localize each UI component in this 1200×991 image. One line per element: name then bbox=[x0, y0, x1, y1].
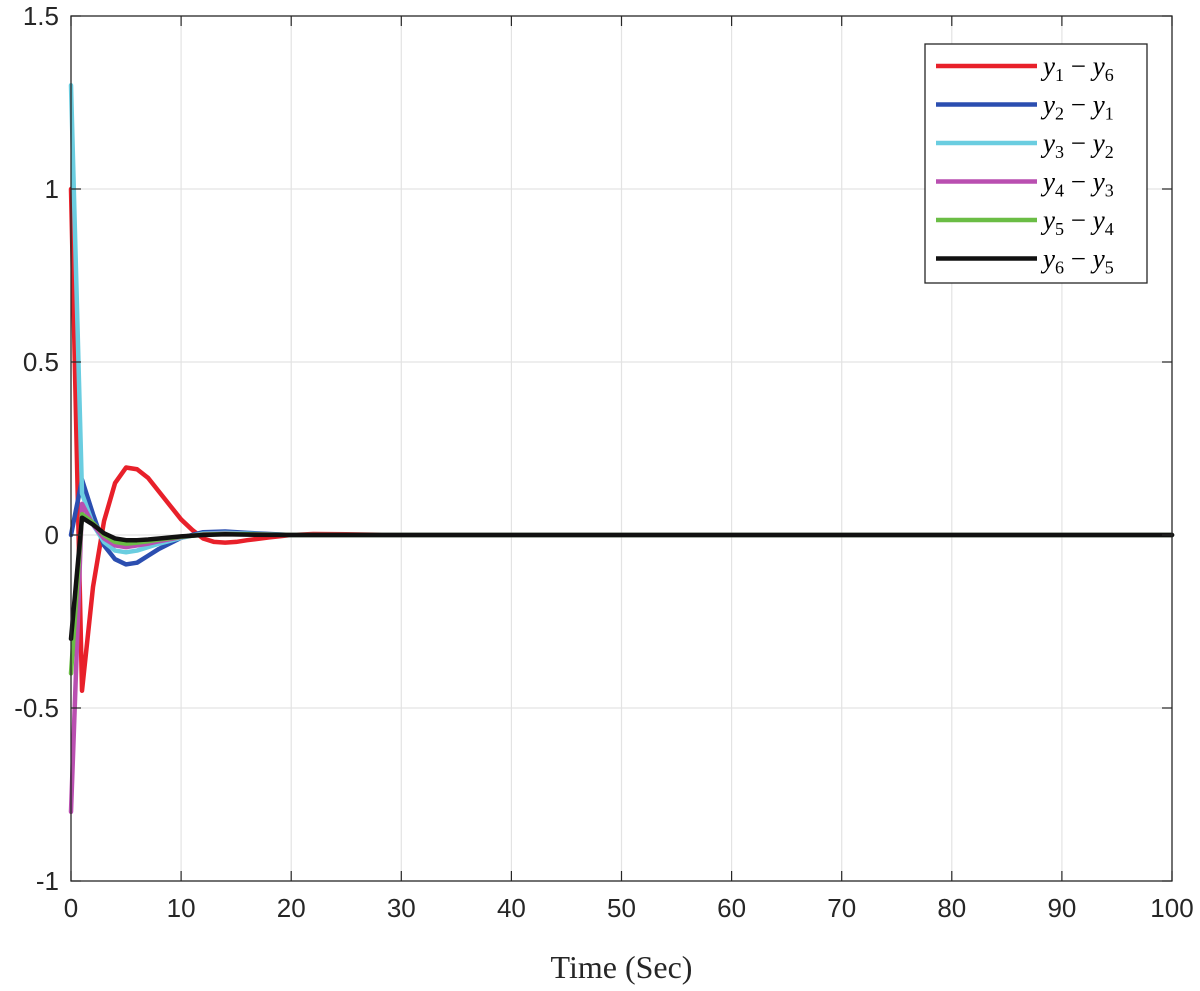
x-tick-label: 100 bbox=[1150, 893, 1193, 923]
axis-ticks bbox=[70, 15, 1173, 882]
x-tick-label: 90 bbox=[1047, 893, 1076, 923]
x-tick-label: 70 bbox=[827, 893, 856, 923]
x-tick-label: 60 bbox=[717, 893, 746, 923]
legend-label-3: y3 − y2 bbox=[1040, 128, 1114, 162]
legend-label-4: y4 − y3 bbox=[1040, 167, 1114, 201]
legend-label-1: y1 − y6 bbox=[1040, 51, 1114, 85]
x-tick-label: 20 bbox=[277, 893, 306, 923]
legend: y1 − y6 y2 − y1 y3 − y2 y4 − y3 y5 − y4 y6 − … bbox=[924, 43, 1148, 284]
y-tick-label: -1 bbox=[36, 866, 59, 896]
series-lines bbox=[68, 82, 1175, 815]
x-tick-label: 30 bbox=[387, 893, 416, 923]
legend-label-6: y6 − y5 bbox=[1040, 244, 1114, 278]
legend-box bbox=[924, 43, 1148, 284]
y-tick-label: 0 bbox=[45, 520, 59, 550]
x-tick-label: 50 bbox=[607, 893, 636, 923]
y-tick-label: -0.5 bbox=[14, 693, 59, 723]
y-tick-labels: -1 -0.5 0 0.5 1 1.5 bbox=[14, 1, 59, 896]
x-axis-label: Time (Sec) bbox=[551, 949, 693, 985]
y-tick-label: 1 bbox=[45, 174, 59, 204]
x-tick-label: 80 bbox=[937, 893, 966, 923]
legend-label-2: y2 − y1 bbox=[1040, 90, 1114, 124]
y-tick-label: 1.5 bbox=[23, 1, 59, 31]
x-tick-labels: 0 10 20 30 40 50 60 70 80 90 100 bbox=[64, 893, 1194, 923]
x-tick-label: 40 bbox=[497, 893, 526, 923]
y-tick-label: 0.5 bbox=[23, 347, 59, 377]
x-tick-label: 10 bbox=[167, 893, 196, 923]
legend-label-5: y5 − y4 bbox=[1040, 205, 1114, 239]
series-line-6 bbox=[68, 515, 1175, 642]
x-tick-label: 0 bbox=[64, 893, 78, 923]
